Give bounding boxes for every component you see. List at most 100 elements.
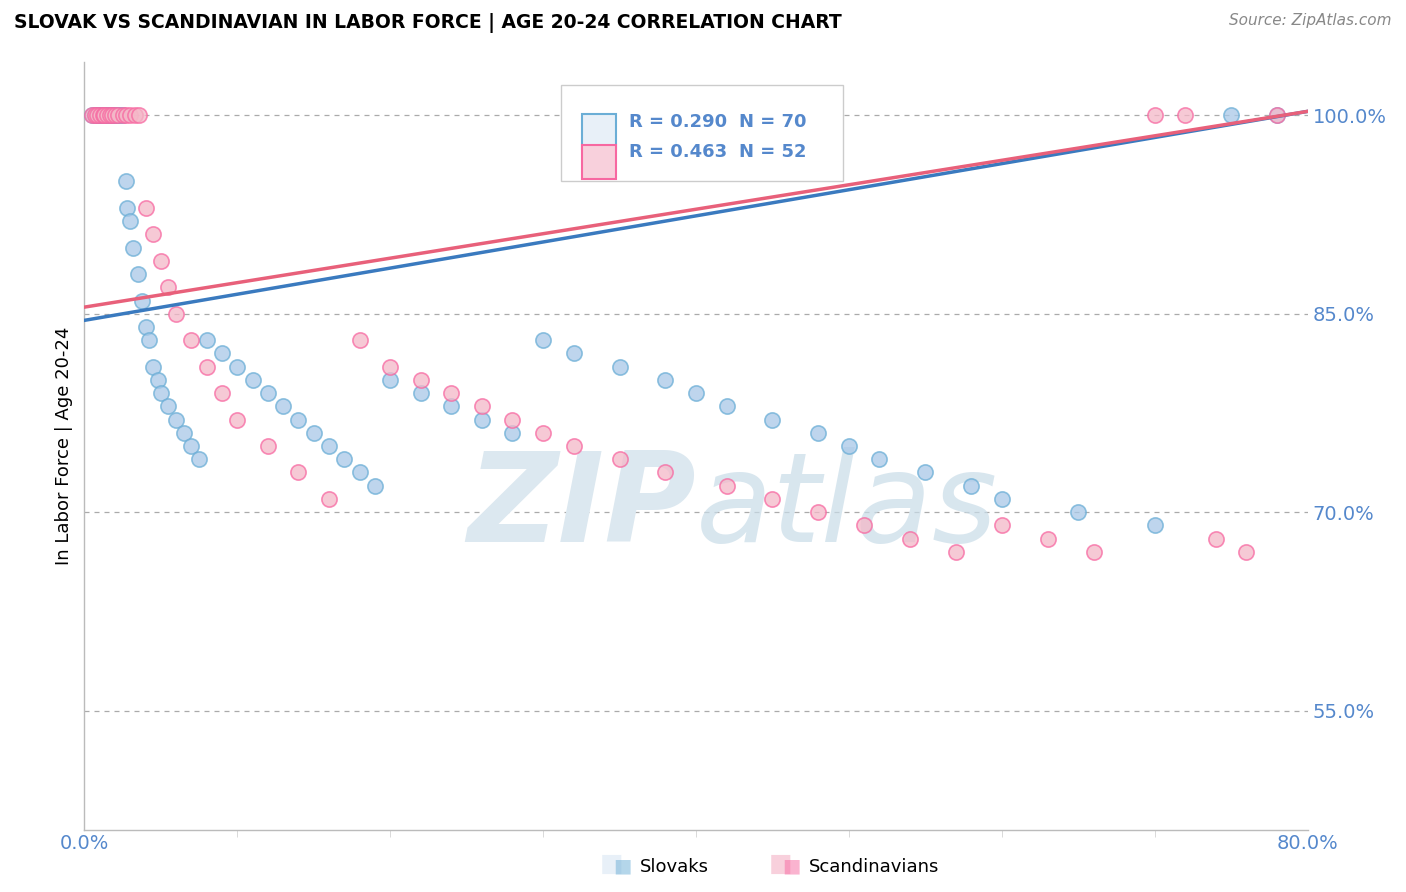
Point — [80, 108, 103, 122]
Point — [1265, 108, 1288, 122]
Point — [98, 108, 121, 122]
Point — [87, 108, 110, 122]
Point — [1083, 545, 1105, 559]
Point — [89, 108, 111, 122]
Point — [364, 478, 387, 492]
Point — [135, 201, 157, 215]
Text: ■: ■ — [613, 857, 633, 876]
Text: N = 70: N = 70 — [738, 112, 806, 130]
Y-axis label: In Labor Force | Age 20-24: In Labor Force | Age 20-24 — [55, 326, 73, 566]
Point — [318, 439, 340, 453]
Point — [257, 386, 280, 401]
Point — [1265, 108, 1288, 122]
Text: R = 0.290: R = 0.290 — [628, 112, 727, 130]
Point — [120, 108, 142, 122]
Point — [195, 359, 218, 374]
Text: ■: ■ — [782, 857, 801, 876]
Point — [180, 333, 202, 347]
Point — [531, 333, 554, 347]
Point — [84, 108, 107, 122]
Point — [90, 108, 112, 122]
Point — [502, 425, 524, 440]
Point — [101, 108, 124, 122]
Point — [157, 400, 180, 414]
Point — [1220, 108, 1243, 122]
Point — [107, 108, 129, 122]
Point — [114, 174, 136, 188]
Point — [142, 359, 165, 374]
Point — [101, 108, 124, 122]
Point — [226, 359, 249, 374]
Point — [211, 386, 233, 401]
Point — [287, 412, 309, 426]
Point — [318, 491, 340, 506]
Text: R = 0.463: R = 0.463 — [628, 144, 727, 161]
Point — [120, 214, 142, 228]
Point — [349, 333, 371, 347]
Point — [609, 452, 631, 467]
Point — [716, 478, 738, 492]
Point — [1067, 505, 1090, 519]
Point — [838, 439, 860, 453]
Point — [173, 425, 195, 440]
Point — [1036, 532, 1059, 546]
Point — [1174, 108, 1197, 122]
Point — [960, 478, 983, 492]
Point — [94, 108, 117, 122]
Point — [111, 108, 134, 122]
Text: ■: ■ — [600, 852, 623, 876]
Point — [138, 333, 160, 347]
Point — [242, 373, 264, 387]
Point — [440, 400, 463, 414]
Point — [108, 108, 131, 122]
Point — [471, 400, 494, 414]
Point — [502, 412, 524, 426]
Text: atlas: atlas — [696, 447, 998, 568]
Point — [98, 108, 121, 122]
Point — [146, 373, 169, 387]
Point — [716, 400, 738, 414]
Point — [80, 108, 103, 122]
Text: Source: ZipAtlas.com: Source: ZipAtlas.com — [1229, 13, 1392, 29]
Point — [685, 386, 707, 401]
Point — [287, 466, 309, 480]
Point — [104, 108, 127, 122]
Point — [211, 346, 233, 360]
Point — [1236, 545, 1258, 559]
Point — [124, 108, 146, 122]
Point — [380, 373, 402, 387]
Point — [349, 466, 371, 480]
Point — [84, 108, 107, 122]
Point — [853, 518, 876, 533]
Bar — [582, 114, 616, 149]
Point — [93, 108, 115, 122]
Point — [115, 201, 138, 215]
Point — [89, 108, 111, 122]
Point — [869, 452, 891, 467]
Point — [1143, 108, 1166, 122]
Point — [111, 108, 134, 122]
Point — [898, 532, 921, 546]
Point — [157, 280, 180, 294]
Point — [1205, 532, 1227, 546]
Point — [188, 452, 211, 467]
Text: SLOVAK VS SCANDINAVIAN IN LABOR FORCE | AGE 20-24 CORRELATION CHART: SLOVAK VS SCANDINAVIAN IN LABOR FORCE | … — [14, 13, 842, 33]
Point — [991, 491, 1014, 506]
Point — [93, 108, 115, 122]
Point — [991, 518, 1014, 533]
Point — [97, 108, 120, 122]
Point — [89, 108, 111, 122]
Point — [226, 412, 249, 426]
Point — [149, 253, 172, 268]
Point — [195, 333, 218, 347]
Point — [531, 425, 554, 440]
Point — [333, 452, 356, 467]
Point — [96, 108, 118, 122]
Point — [91, 108, 114, 122]
Point — [914, 466, 936, 480]
Point — [302, 425, 325, 440]
Point — [440, 386, 463, 401]
Point — [165, 307, 187, 321]
Point — [149, 386, 172, 401]
Point — [945, 545, 967, 559]
